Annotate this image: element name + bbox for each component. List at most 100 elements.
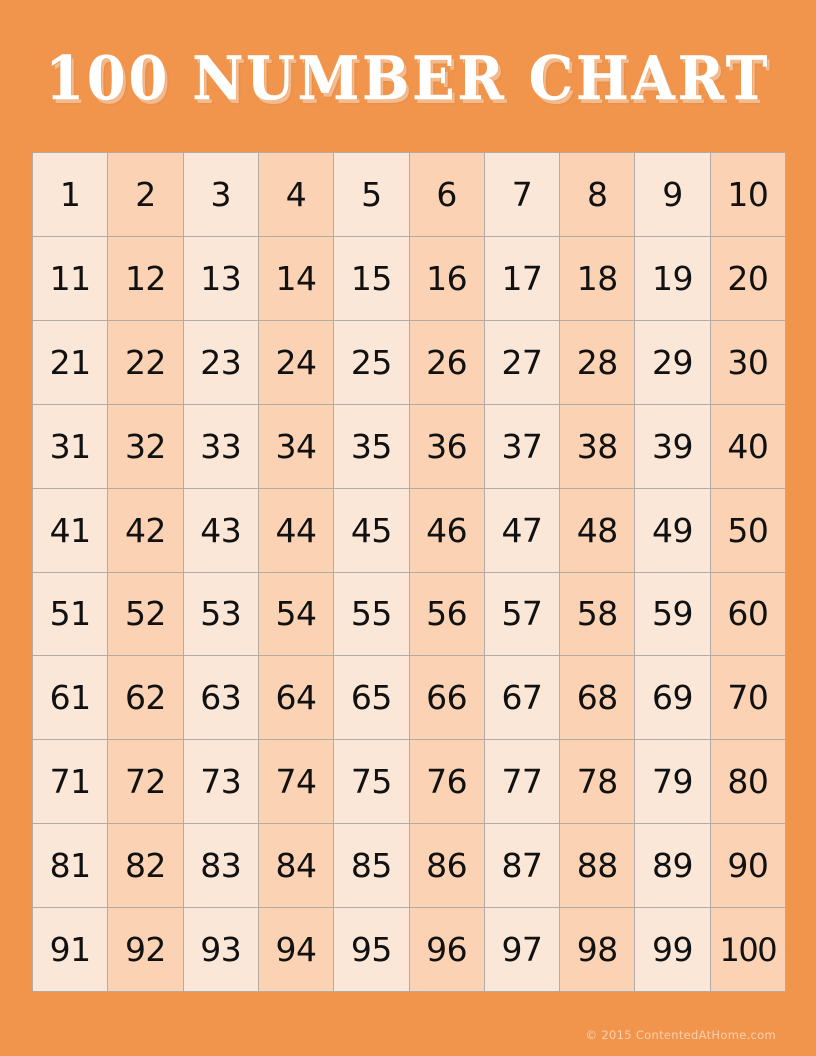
number-cell[interactable]: 79 bbox=[635, 740, 711, 825]
number-cell[interactable]: 85 bbox=[334, 824, 410, 909]
number-cell[interactable]: 77 bbox=[484, 740, 561, 825]
number-cell[interactable]: 18 bbox=[560, 236, 636, 321]
number-cell[interactable]: 90 bbox=[710, 824, 786, 909]
number-cell[interactable]: 69 bbox=[635, 656, 711, 741]
number-cell[interactable]: 49 bbox=[635, 488, 711, 573]
number-cell[interactable]: 29 bbox=[635, 320, 711, 405]
number-cell[interactable]: 19 bbox=[635, 236, 711, 321]
number-cell[interactable]: 80 bbox=[710, 740, 786, 825]
number-cell[interactable]: 92 bbox=[108, 908, 184, 992]
number-cell[interactable]: 23 bbox=[183, 320, 259, 405]
number-cell[interactable]: 43 bbox=[183, 488, 259, 573]
number-cell[interactable]: 96 bbox=[409, 908, 485, 992]
number-cell[interactable]: 28 bbox=[560, 320, 636, 405]
number-cell[interactable]: 63 bbox=[183, 656, 259, 741]
number-cell[interactable]: 58 bbox=[560, 572, 636, 657]
number-cell[interactable]: 47 bbox=[484, 488, 561, 573]
number-cell[interactable]: 27 bbox=[484, 320, 561, 405]
number-cell[interactable]: 5 bbox=[334, 153, 410, 237]
number-cell[interactable]: 34 bbox=[258, 404, 335, 489]
number-cell[interactable]: 33 bbox=[183, 404, 259, 489]
number-cell[interactable]: 57 bbox=[484, 572, 561, 657]
number-cell[interactable]: 36 bbox=[409, 404, 485, 489]
number-cell[interactable]: 44 bbox=[258, 488, 335, 573]
number-cell[interactable]: 64 bbox=[258, 656, 335, 741]
number-cell[interactable]: 95 bbox=[334, 908, 410, 992]
number-cell[interactable]: 26 bbox=[409, 320, 485, 405]
number-cell[interactable]: 76 bbox=[409, 740, 485, 825]
number-cell[interactable]: 20 bbox=[710, 236, 786, 321]
number-cell[interactable]: 9 bbox=[635, 153, 711, 237]
number-cell[interactable]: 53 bbox=[183, 572, 259, 657]
number-cell[interactable]: 94 bbox=[258, 908, 335, 992]
number-cell[interactable]: 88 bbox=[560, 824, 636, 909]
number-cell[interactable]: 42 bbox=[108, 488, 184, 573]
number-cell[interactable]: 93 bbox=[183, 908, 259, 992]
number-cell[interactable]: 15 bbox=[334, 236, 410, 321]
number-cell[interactable]: 98 bbox=[560, 908, 636, 992]
number-cell[interactable]: 54 bbox=[258, 572, 335, 657]
number-cell[interactable]: 91 bbox=[33, 908, 109, 992]
number-cell[interactable]: 71 bbox=[33, 740, 109, 825]
number-cell[interactable]: 11 bbox=[33, 236, 109, 321]
number-cell[interactable]: 87 bbox=[484, 824, 561, 909]
number-cell[interactable]: 81 bbox=[33, 824, 109, 909]
number-cell[interactable]: 12 bbox=[108, 236, 184, 321]
number-cell[interactable]: 86 bbox=[409, 824, 485, 909]
number-cell[interactable]: 7 bbox=[484, 153, 561, 237]
number-cell[interactable]: 78 bbox=[560, 740, 636, 825]
number-cell[interactable]: 52 bbox=[108, 572, 184, 657]
number-cell[interactable]: 97 bbox=[484, 908, 561, 992]
number-cell[interactable]: 100 bbox=[710, 908, 786, 992]
number-cell[interactable]: 13 bbox=[183, 236, 259, 321]
number-cell[interactable]: 40 bbox=[710, 404, 786, 489]
number-cell[interactable]: 50 bbox=[710, 488, 786, 573]
number-cell[interactable]: 46 bbox=[409, 488, 485, 573]
number-cell[interactable]: 41 bbox=[33, 488, 109, 573]
number-cell[interactable]: 70 bbox=[710, 656, 786, 741]
number-cell[interactable]: 68 bbox=[560, 656, 636, 741]
number-cell[interactable]: 17 bbox=[484, 236, 561, 321]
number-cell[interactable]: 10 bbox=[710, 153, 786, 237]
number-cell[interactable]: 2 bbox=[108, 153, 184, 237]
number-cell[interactable]: 56 bbox=[409, 572, 485, 657]
number-cell[interactable]: 84 bbox=[258, 824, 335, 909]
number-cell[interactable]: 39 bbox=[635, 404, 711, 489]
number-cell[interactable]: 72 bbox=[108, 740, 184, 825]
number-cell[interactable]: 6 bbox=[409, 153, 485, 237]
number-cell[interactable]: 14 bbox=[258, 236, 335, 321]
number-cell[interactable]: 60 bbox=[710, 572, 786, 657]
number-cell[interactable]: 74 bbox=[258, 740, 335, 825]
number-cell[interactable]: 45 bbox=[334, 488, 410, 573]
number-cell[interactable]: 30 bbox=[710, 320, 786, 405]
number-cell[interactable]: 32 bbox=[108, 404, 184, 489]
number-cell[interactable]: 8 bbox=[560, 153, 636, 237]
number-cell[interactable]: 3 bbox=[183, 153, 259, 237]
number-cell[interactable]: 67 bbox=[484, 656, 561, 741]
number-cell[interactable]: 24 bbox=[258, 320, 335, 405]
number-cell[interactable]: 4 bbox=[258, 153, 335, 237]
number-cell[interactable]: 83 bbox=[183, 824, 259, 909]
number-cell[interactable]: 31 bbox=[33, 404, 109, 489]
number-cell[interactable]: 89 bbox=[635, 824, 711, 909]
number-cell[interactable]: 25 bbox=[334, 320, 410, 405]
number-cell[interactable]: 62 bbox=[108, 656, 184, 741]
number-cell[interactable]: 65 bbox=[334, 656, 410, 741]
number-cell[interactable]: 82 bbox=[108, 824, 184, 909]
number-cell[interactable]: 1 bbox=[33, 153, 109, 237]
number-cell[interactable]: 35 bbox=[334, 404, 410, 489]
number-cell[interactable]: 48 bbox=[560, 488, 636, 573]
number-cell[interactable]: 61 bbox=[33, 656, 109, 741]
number-cell[interactable]: 21 bbox=[33, 320, 109, 405]
number-cell[interactable]: 22 bbox=[108, 320, 184, 405]
number-cell[interactable]: 73 bbox=[183, 740, 259, 825]
number-cell[interactable]: 16 bbox=[409, 236, 485, 321]
number-cell[interactable]: 99 bbox=[635, 908, 711, 992]
number-cell[interactable]: 38 bbox=[560, 404, 636, 489]
number-cell[interactable]: 51 bbox=[33, 572, 109, 657]
number-cell[interactable]: 66 bbox=[409, 656, 485, 741]
number-cell[interactable]: 59 bbox=[635, 572, 711, 657]
number-cell[interactable]: 37 bbox=[484, 404, 561, 489]
number-cell[interactable]: 55 bbox=[334, 572, 410, 657]
number-cell[interactable]: 75 bbox=[334, 740, 410, 825]
